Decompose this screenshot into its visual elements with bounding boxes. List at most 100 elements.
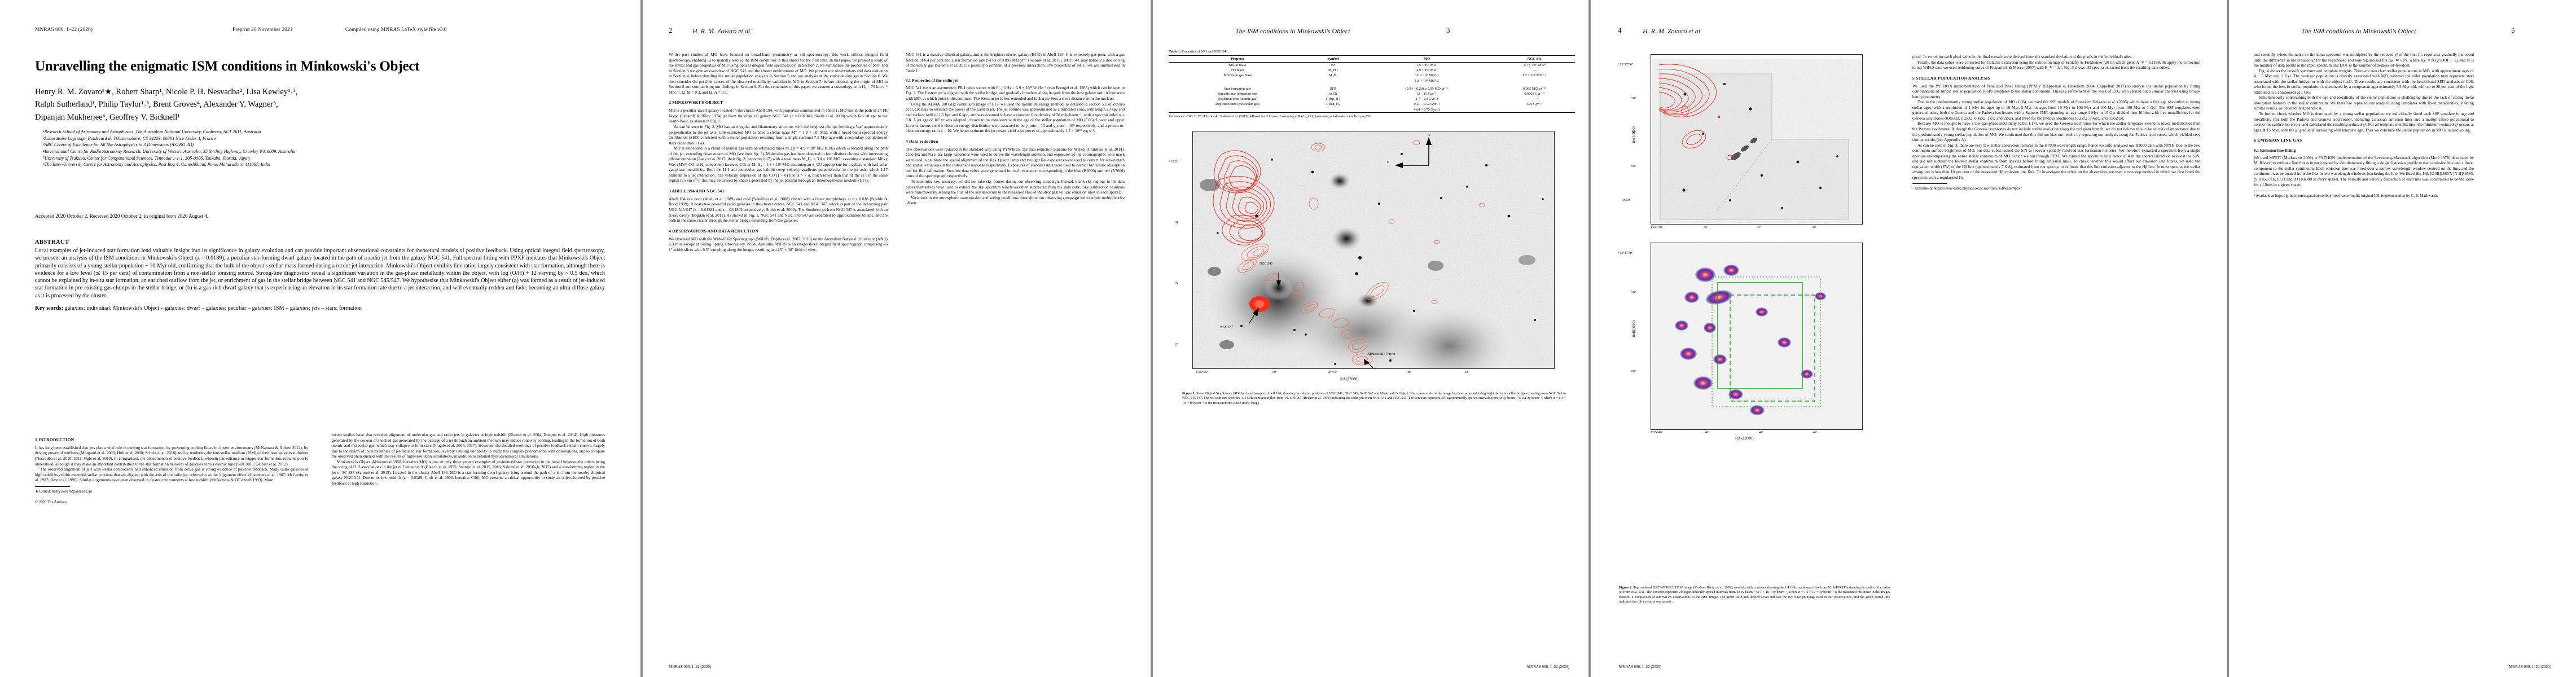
figure-2-x-axis-label: RA (J2000)	[1735, 436, 1754, 441]
cell-symbol: M_H I	[1328, 68, 1339, 73]
paragraph: Finally, the data cubes were corrected f…	[1912, 59, 2200, 71]
keywords-text: galaxies: individual: Minkowski's Object…	[64, 305, 362, 311]
table-row: Stellar mass M* 1.9 × 10⁷ M⊙ᵃ 4.7 × 10¹¹…	[1169, 62, 1575, 68]
section-heading-introduction: 1 INTRODUCTION	[35, 437, 74, 442]
cell-mo: 1.8 × 10⁸ M⊙ᵇ˒‡	[1415, 78, 1440, 83]
paragraph: Due to the predominantly young stellar p…	[1912, 99, 2200, 121]
affiliation-item: ⁴International Centre for Radio Astronom…	[43, 148, 296, 154]
y-tick-label: 12'	[1174, 343, 1179, 346]
x-tick-label: 48ˢ	[1407, 371, 1411, 374]
paragraph: The observed alignment of jets with stel…	[35, 467, 308, 483]
page1-column-2: recent studies have also revealed alignm…	[332, 432, 605, 486]
affiliation-item: ⁵University of Tsukuba, Center for Compu…	[43, 155, 250, 161]
paragraph: Fig. 4 shows the best-fit spectrum and t…	[2254, 68, 2474, 95]
page-number: 4	[1618, 26, 1622, 34]
table-row: Specific star formation rate sSFR 13 – 1…	[1169, 91, 1575, 96]
x-tick-label: 1ʰ25ᵐ48ˢ	[1651, 431, 1663, 434]
page-footer: MNRAS 000, 1–22 (2020)	[2508, 665, 2551, 669]
cell-property: Depletion time (molecular gas)	[1215, 102, 1260, 107]
section-heading-stellar-population: 5 STELLAR POPULATION ANALYSIS	[1912, 75, 1991, 81]
cell-symbol	[1306, 78, 1359, 83]
cell-property: Stellar mass	[1169, 62, 1307, 68]
cell-mo: 0.64 – 0.75 Gyrᶜ˒‡	[1414, 107, 1440, 112]
paragraph: We used the PYTHON implementation of Pen…	[1912, 83, 2200, 99]
page-gutter	[1151, 0, 1153, 677]
figure-2-bottom-y-axis-label: Dec (J2000)	[1633, 320, 1636, 337]
figure-1-caption-label: Figure 1.	[1182, 392, 1196, 395]
figure-1-x-axis: 1ʰ26ᵐ06ˢ 00ˢ 25ᵐ54ˢ 48ˢ 42ˢ RA (J2000)	[1182, 369, 1566, 384]
hst-wfpc2-image	[1651, 55, 1862, 224]
page-title: Unravelling the enigmatic ISM conditions…	[35, 59, 420, 74]
running-head: H. R. M. Zovaro et al.	[1643, 27, 1702, 35]
cell-property: H I mass	[1231, 68, 1244, 73]
running-head: H. R. M. Zovaro et al.	[692, 27, 752, 35]
y-tick-label: 16'50"	[1622, 199, 1631, 202]
x-tick-label: 42ˢ	[1464, 371, 1469, 374]
cell-property: Depletion time (atomic gas)	[1217, 97, 1258, 102]
compiled-note: Compiled using MNRAS LaTeX style file v3…	[345, 27, 447, 33]
label-ngc547: NGC 547	[1220, 326, 1234, 329]
abstract-block: ABSTRACT Local examples of jet-induced s…	[35, 239, 605, 312]
label-ngc545: NGC 545	[1260, 262, 1273, 266]
y-tick-label: 15'	[1174, 282, 1179, 285]
table-caption: Table 1. Properties of MO and NGC 541.	[1169, 50, 1575, 54]
y-tick-label: 10"	[1631, 331, 1636, 334]
x-tick-label: 25ᵐ54ˢ	[1328, 371, 1337, 374]
table-notes: References: ᵃC06; ᵇL17; ᶜThis work; ᵈSal…	[1169, 115, 1372, 118]
section-heading-observations-2: 4 Data reduction	[906, 138, 938, 144]
page-footer: MNRAS 000, 1–22 (2020)	[669, 665, 712, 669]
x-tick-label: 1ʰ25ᵐ48ˢ	[1651, 226, 1663, 229]
paragraph: MO is a peculiar dwarf galaxy located in…	[669, 108, 888, 124]
page5-column-1: and secondly where the noise on the inpu…	[2254, 52, 2474, 199]
cell-ngc541: 1.7 × 10⁸ M⊙ᵈ˒†	[1522, 73, 1547, 78]
paragraph: Whilst past studies of MO have focused o…	[669, 52, 888, 95]
footnote-email: ★ E-mail: henry.zovaro@anu.edu.au	[35, 489, 92, 494]
affiliation-item: ³ARC Centre of Excellence for All Sky As…	[43, 142, 194, 148]
cell-symbol	[1306, 107, 1359, 112]
page-gutter	[2227, 0, 2229, 677]
figure-2-top-x-axis: 1ʰ25ᵐ48ˢ 46ˢ 44ˢ 42ˢ	[1651, 225, 1890, 235]
properties-table: Property Symbol MO NGC 541 Stellar mass …	[1169, 55, 1575, 113]
cell-property: Specific star formation rate	[1218, 91, 1257, 96]
figure-2-bottom-panel	[1651, 243, 1863, 430]
abstract-heading: ABSTRACT	[35, 239, 69, 245]
table-row: Molecular gas mass M_H₂ 3.0 × 10⁷ M⊙ᵇ˒† …	[1169, 73, 1575, 78]
figure-2-caption: Figure 2. Top: archival HST WFPC2 F555W …	[1619, 586, 1890, 604]
page-3: The ISM conditions in Minkowski's Object…	[1153, 0, 1588, 677]
label-north: N	[1428, 134, 1430, 137]
running-head: The ISM conditions in Minkowski's Object	[1235, 27, 1350, 35]
paragraph: recent studies have also revealed alignm…	[332, 432, 605, 459]
copyright-line: © 2020 The Authors	[35, 500, 67, 504]
y-tick-label: 20"	[1631, 97, 1636, 100]
cell-ngc541: 1.79 Gyrᵈ˒†	[1526, 102, 1543, 107]
x-tick-label: 42ˢ	[1813, 431, 1818, 434]
figure-1: Dec (J2000) +13°21' 18' 15' 12'	[1169, 131, 1566, 406]
paragraph: Because MO is thought to have a low gas-…	[1912, 121, 2200, 143]
journal-ref: MNRAS 000, 1–22 (2020)	[35, 27, 93, 33]
cell-symbol: t_dep, H I	[1326, 97, 1341, 102]
cell-ngc541	[1494, 78, 1575, 83]
page-footer: MNRAS 000, 1–22 (2020)	[1526, 665, 1569, 669]
x-tick-label: 44ˢ	[1759, 431, 1763, 434]
author-line: Henry R. M. Zovaro¹★, Robert Sharp¹, Nic…	[35, 87, 298, 96]
keywords-label: Key words:	[35, 305, 64, 311]
affiliation-item: ¹Research School of Astronomy and Astrop…	[43, 129, 261, 134]
author-line: Dipanjan Mukherjee⁶, Geoffrey V. Bicknel…	[35, 112, 180, 122]
table-1-block: Table 1. Properties of MO and NGC 541. P…	[1169, 50, 1575, 119]
wifes-mosaic-overlay-image	[1651, 243, 1862, 429]
cell-mo: 0.11 – 0.12 Gyrᶜ˒†	[1414, 102, 1440, 107]
cell-symbol: M*	[1306, 62, 1360, 68]
table-row: 1.8 × 10⁸ M⊙ᵇ˒‡	[1169, 78, 1575, 83]
label-minkowskis-object: Minkowski's Object	[1368, 353, 1395, 356]
paragraph: We observed MO with the Wide-Field Spect…	[669, 236, 888, 252]
table-caption-label: Table 1.	[1169, 50, 1181, 54]
paragraph: Variations in the atmospheric transmissi…	[906, 195, 1125, 206]
cell-ngc541	[1494, 107, 1575, 112]
page-number: 2	[669, 26, 673, 34]
author-line: Ralph Sutherland¹, Philip Taylor¹˒³, Bre…	[35, 100, 278, 109]
col-header-property: Property	[1169, 55, 1307, 63]
section-heading-abell194: 3 ABELL 194 AND NGC 541	[669, 188, 725, 194]
figure-2-caption-label: Figure 2.	[1619, 586, 1633, 590]
table-row: Depletion time (atomic gas) t_dep, H I 1…	[1169, 96, 1575, 102]
